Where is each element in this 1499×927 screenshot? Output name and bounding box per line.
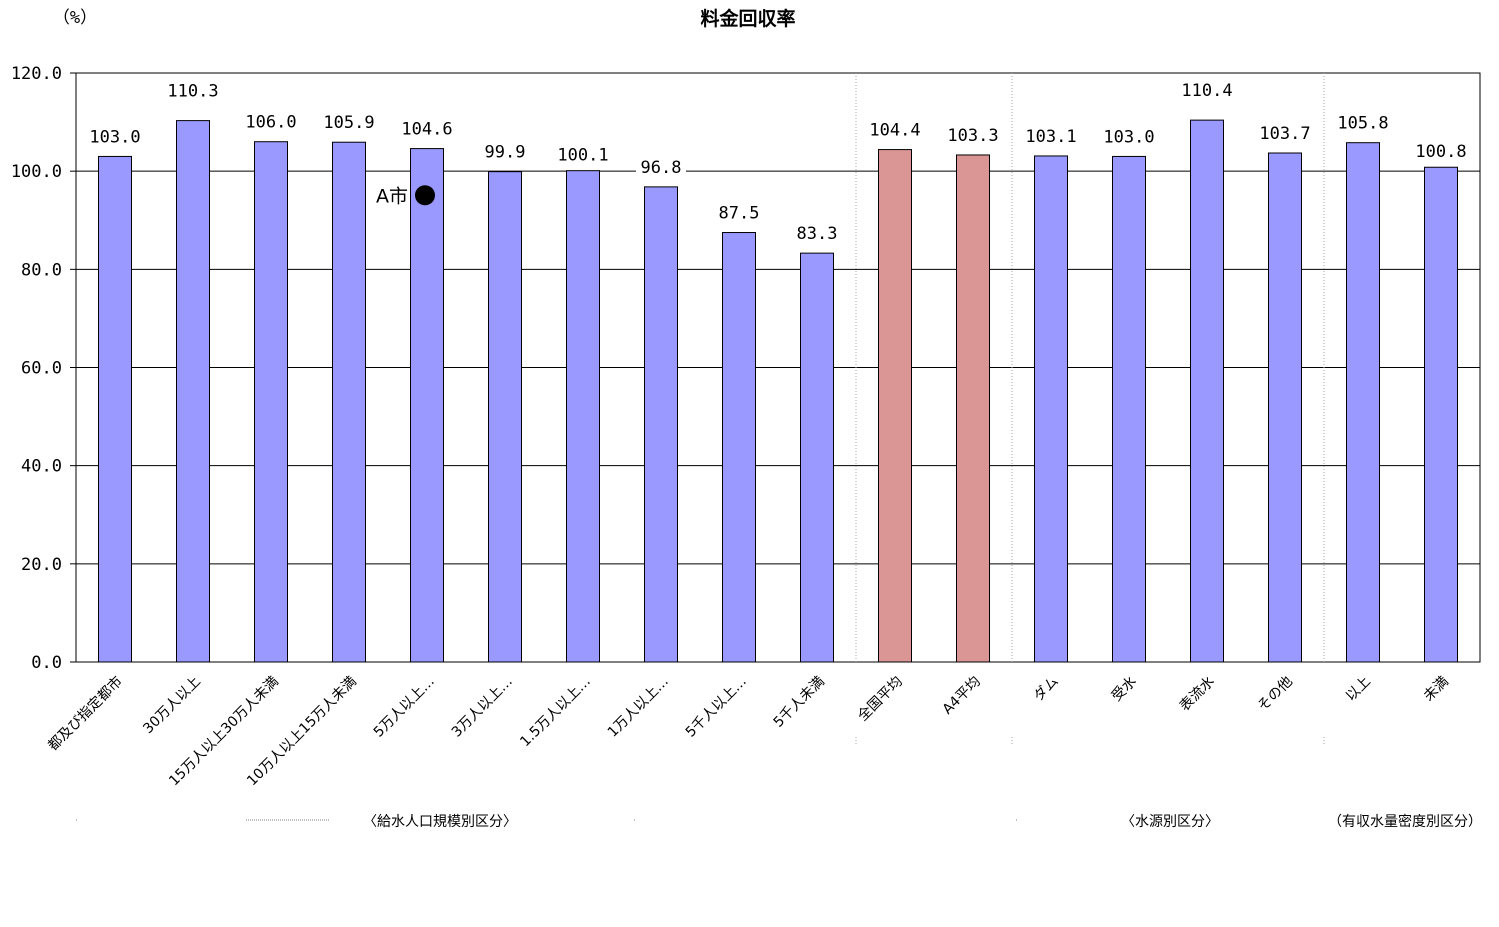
value-label-bg bbox=[1254, 123, 1316, 144]
bar bbox=[1112, 155, 1146, 663]
bar bbox=[956, 154, 990, 663]
bar bbox=[644, 186, 678, 663]
category-label: ダム bbox=[1031, 674, 1062, 705]
group-label: 〈水源別区分〉 bbox=[1121, 814, 1219, 830]
category-label: 全国平均 bbox=[854, 673, 906, 725]
value-label: 104.4 bbox=[869, 121, 920, 141]
value-label: 103.1 bbox=[1025, 127, 1076, 147]
value-label: 83.3 bbox=[797, 224, 838, 244]
value-label-bg bbox=[1098, 126, 1160, 147]
category-label: 表流水 bbox=[1177, 674, 1218, 715]
value-label-bg bbox=[480, 141, 530, 162]
value-label-bg bbox=[714, 202, 764, 223]
value-label-bg bbox=[942, 124, 1004, 145]
bar bbox=[1190, 119, 1224, 663]
category-label: 以上 bbox=[1343, 674, 1374, 705]
value-label-bg bbox=[552, 144, 614, 165]
category-label: A4平均 bbox=[940, 674, 984, 718]
bar bbox=[332, 141, 366, 663]
value-label: 96.8 bbox=[641, 158, 682, 178]
value-label-bg bbox=[84, 126, 146, 147]
chart-title: 料金回収率 bbox=[700, 7, 795, 30]
y-tick-label: 80.0 bbox=[21, 260, 62, 280]
category-label: 受水 bbox=[1109, 674, 1140, 705]
gridlines bbox=[75, 72, 1481, 663]
value-label-bg bbox=[636, 156, 686, 177]
marker-label: A市 bbox=[376, 185, 408, 207]
value-label-bg bbox=[396, 118, 458, 139]
bar bbox=[722, 232, 756, 663]
bar bbox=[878, 149, 912, 663]
group-label: （有収水量密度別区分） bbox=[1328, 813, 1482, 830]
marker: A市 bbox=[376, 185, 435, 207]
bar bbox=[566, 170, 600, 663]
value-label: 103.0 bbox=[1103, 127, 1154, 147]
value-label-bg bbox=[1020, 125, 1082, 146]
category-label: 5万人以上… bbox=[371, 674, 438, 741]
value-label-bg bbox=[318, 112, 380, 133]
category-label: その他 bbox=[1255, 674, 1296, 715]
value-label: 100.1 bbox=[557, 146, 608, 166]
category-label: 1万人以上… bbox=[605, 674, 672, 741]
value-label-bg bbox=[792, 223, 842, 244]
bar bbox=[1268, 152, 1302, 663]
value-label: 105.9 bbox=[323, 113, 374, 133]
value-label: 106.0 bbox=[245, 113, 296, 133]
bar bbox=[800, 252, 834, 663]
y-tick-label: 100.0 bbox=[11, 162, 62, 182]
value-label: 105.8 bbox=[1337, 114, 1388, 134]
value-label-bg bbox=[1410, 141, 1472, 162]
category-label: 未満 bbox=[1421, 674, 1452, 705]
group-separators bbox=[76, 73, 1325, 821]
value-label: 104.6 bbox=[401, 120, 452, 140]
category-label: 30万人以上 bbox=[140, 674, 204, 738]
y-tick-label: 120.0 bbox=[11, 64, 62, 84]
bar bbox=[98, 155, 132, 663]
value-label-bg bbox=[240, 111, 302, 132]
value-label: 99.9 bbox=[485, 143, 526, 163]
value-label: 103.7 bbox=[1259, 124, 1310, 144]
bar bbox=[410, 148, 444, 663]
value-label: 103.3 bbox=[947, 126, 998, 146]
value-label-bg bbox=[1176, 80, 1238, 101]
value-label: 87.5 bbox=[719, 204, 760, 224]
category-label: 都及び指定都市 bbox=[45, 673, 126, 754]
bar bbox=[1034, 155, 1068, 663]
y-tick-label: 0.0 bbox=[31, 653, 62, 673]
y-tick-label: 40.0 bbox=[21, 457, 62, 477]
bar bbox=[254, 141, 288, 663]
y-tick-label: 20.0 bbox=[21, 555, 62, 575]
value-label-bg bbox=[162, 80, 224, 101]
bar bbox=[1346, 142, 1380, 663]
y-axis-ticks: 0.0 20.0 40.0 60.0 80.0 100.0 120.0 bbox=[11, 64, 76, 673]
value-label: 110.4 bbox=[1181, 81, 1232, 101]
category-label: 5千人以上… bbox=[683, 674, 750, 741]
category-label: 5千人未満 bbox=[771, 674, 828, 731]
bar bbox=[1424, 166, 1458, 663]
y-tick-label: 60.0 bbox=[21, 359, 62, 379]
group-labels: 〈給水人口規模別区分〉 〈水源別区分〉 （有収水量密度別区分） bbox=[363, 813, 1482, 830]
value-labels: 103.0 110.3 106.0 105.9 104.6 99.9 100.1 96.8 87… bbox=[84, 80, 1472, 244]
value-label-bg bbox=[864, 119, 926, 140]
category-label: 1.5万人以上… bbox=[517, 674, 594, 751]
bar bbox=[488, 171, 522, 663]
value-label: 103.0 bbox=[89, 127, 140, 147]
value-label: 100.8 bbox=[1415, 142, 1466, 162]
value-label: 110.3 bbox=[167, 82, 218, 102]
y-axis-unit-label: （%） bbox=[53, 8, 97, 28]
bars bbox=[98, 119, 1458, 663]
bar bbox=[176, 120, 210, 663]
marker-dot bbox=[415, 185, 435, 206]
value-label-bg bbox=[1332, 112, 1394, 133]
group-label: 〈給水人口規模別区分〉 bbox=[363, 814, 517, 830]
category-label: 3万人以上… bbox=[449, 674, 516, 741]
